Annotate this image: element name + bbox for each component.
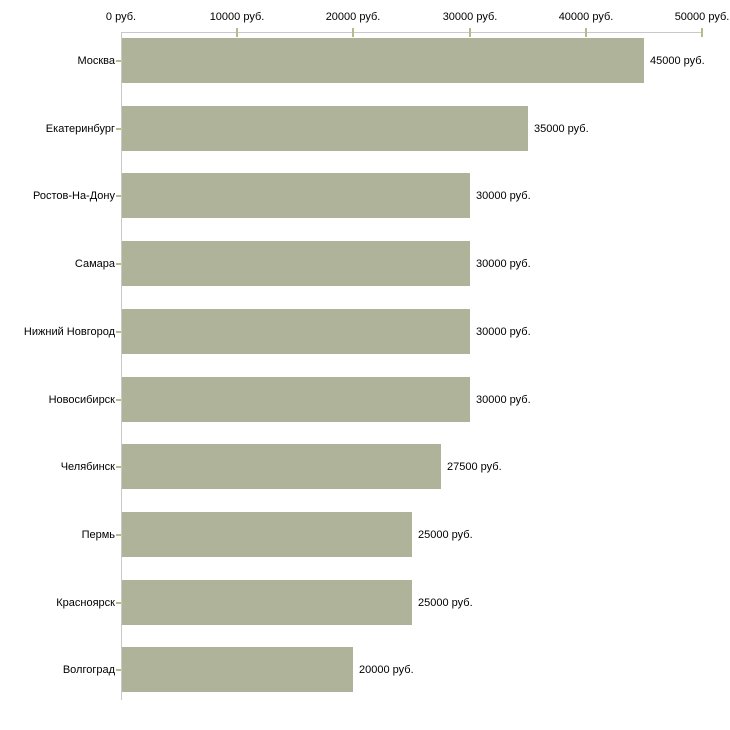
category-tick-mark [116,331,121,333]
bar [122,241,470,286]
value-label: 20000 руб. [359,664,414,676]
category-label: Волгоград [62,664,115,676]
category-label: Пермь [81,529,115,541]
category-tick-mark [116,263,121,265]
category-tick-mark [116,534,121,536]
x-axis-tick-label: 0 руб. [105,11,137,23]
category-tick-mark [116,669,121,671]
value-label: 30000 руб. [476,394,531,406]
x-axis-tick-mark [585,28,587,37]
category-label: Москва [77,55,115,67]
value-label: 30000 руб. [476,258,531,270]
category-tick-mark [116,399,121,401]
category-label: Новосибирск [48,394,115,406]
category-label: Красноярск [56,597,115,609]
bar [122,173,470,218]
x-axis-tick-label: 20000 руб. [325,11,381,23]
category-label: Челябинск [60,461,115,473]
x-axis-tick-label: 40000 руб. [558,11,614,23]
value-label: 45000 руб. [650,55,705,67]
bar [122,377,470,422]
x-axis-tick-mark [701,28,703,37]
category-tick-mark [116,602,121,604]
category-tick-mark [116,466,121,468]
category-tick-mark [116,128,121,130]
category-tick-mark [116,195,121,197]
category-label: Ростов-На-Дону [32,190,115,202]
value-label: 30000 руб. [476,190,531,202]
value-label: 25000 руб. [418,529,473,541]
category-tick-mark [116,60,121,62]
y-axis-line [121,32,122,700]
value-label: 30000 руб. [476,326,531,338]
x-axis-line [121,32,703,33]
value-label: 27500 руб. [447,461,502,473]
x-axis-tick-mark [469,28,471,37]
value-label: 25000 руб. [418,597,473,609]
x-axis-tick-mark [352,28,354,37]
bar [122,647,353,692]
bar [122,512,412,557]
x-axis-tick-label: 30000 руб. [442,11,498,23]
value-label: 35000 руб. [534,123,589,135]
bar [122,309,470,354]
bar [122,38,644,83]
category-label: Нижний Новгород [23,326,115,338]
x-axis-tick-label: 50000 руб. [674,11,730,23]
category-label: Екатеринбург [45,123,115,135]
category-label: Самара [74,258,115,270]
x-axis-tick-label: 10000 руб. [209,11,265,23]
bar [122,580,412,625]
bar [122,444,441,489]
bar [122,106,528,151]
x-axis-tick-mark [236,28,238,37]
